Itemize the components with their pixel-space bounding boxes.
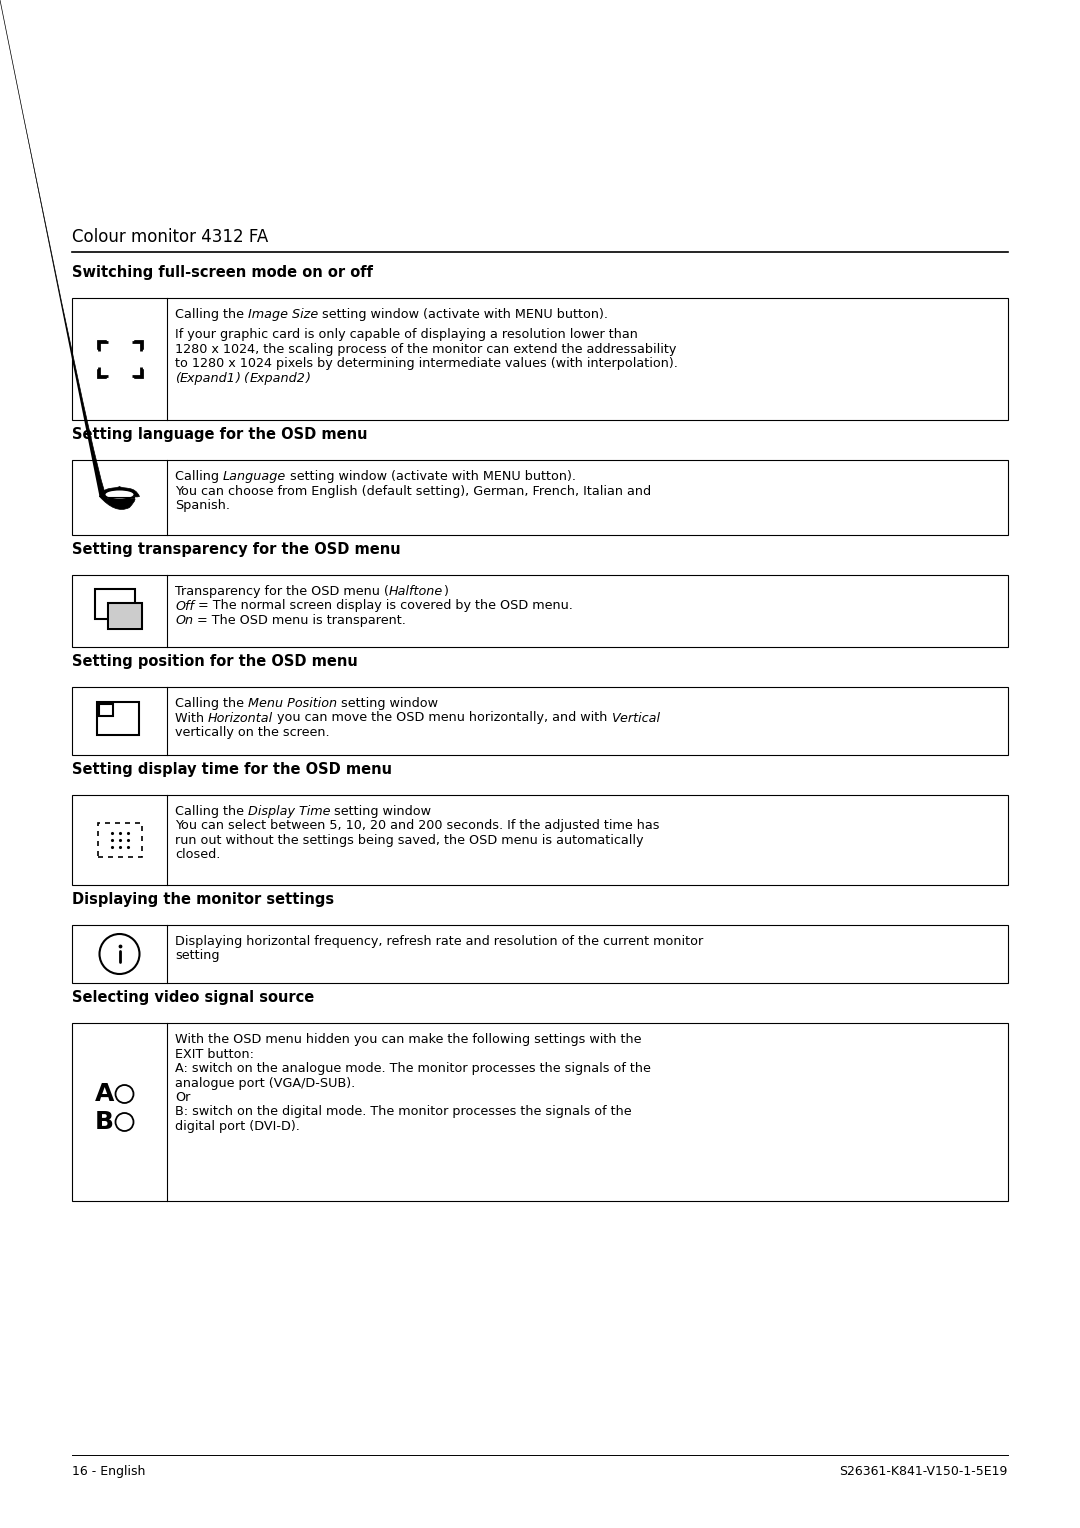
- Text: Menu Position: Menu Position: [248, 697, 337, 711]
- Circle shape: [116, 1085, 134, 1103]
- Text: Spanish.: Spanish.: [175, 500, 230, 512]
- Text: With the OSD menu hidden you can make the following settings with the: With the OSD menu hidden you can make th…: [175, 1033, 642, 1047]
- Text: Horizontal: Horizontal: [208, 712, 273, 724]
- Bar: [72, 795, 1008, 885]
- Text: setting window: setting window: [330, 805, 432, 817]
- Text: setting window (activate with MENU button).: setting window (activate with MENU butto…: [319, 309, 608, 321]
- Text: Or: Or: [175, 1091, 190, 1105]
- Text: to 1280 x 1024 pixels by determining intermediate values (with interpolation).: to 1280 x 1024 pixels by determining int…: [175, 358, 678, 370]
- Text: B: B: [95, 1109, 114, 1134]
- Bar: [96, 701, 138, 735]
- Text: Vertical: Vertical: [611, 712, 660, 724]
- Text: A: A: [95, 1082, 114, 1106]
- Bar: [95, 588, 135, 619]
- Text: On: On: [175, 614, 193, 626]
- PathPatch shape: [99, 486, 139, 497]
- Text: Setting language for the OSD menu: Setting language for the OSD menu: [72, 426, 367, 442]
- Bar: [72, 688, 1008, 755]
- Circle shape: [116, 1112, 134, 1131]
- Text: setting window: setting window: [337, 697, 438, 711]
- Text: With: With: [175, 712, 208, 724]
- Text: setting: setting: [175, 949, 219, 963]
- Text: Colour monitor 4312 FA: Colour monitor 4312 FA: [72, 228, 268, 246]
- Text: Calling the: Calling the: [175, 309, 248, 321]
- Text: B: switch on the digital mode. The monitor processes the signals of the: B: switch on the digital mode. The monit…: [175, 1105, 632, 1118]
- Text: setting window (activate with MENU button).: setting window (activate with MENU butto…: [286, 471, 577, 483]
- Text: closed.: closed.: [175, 848, 220, 862]
- Text: Selecting video signal source: Selecting video signal source: [72, 990, 314, 1005]
- Text: EXIT button:: EXIT button:: [175, 1048, 254, 1060]
- Text: Language: Language: [222, 471, 286, 483]
- Text: = The OSD menu is transparent.: = The OSD menu is transparent.: [193, 614, 406, 626]
- Text: 1280 x 1024, the scaling process of the monitor can extend the addressability: 1280 x 1024, the scaling process of the …: [175, 342, 676, 356]
- Text: If your graphic card is only capable of displaying a resolution lower than: If your graphic card is only capable of …: [175, 329, 638, 341]
- Text: Displaying the monitor settings: Displaying the monitor settings: [72, 892, 334, 908]
- Text: ): ): [443, 585, 448, 597]
- Text: Displaying horizontal frequency, refresh rate and resolution of the current moni: Displaying horizontal frequency, refresh…: [175, 935, 703, 947]
- Text: ) (: ) (: [235, 371, 249, 385]
- Text: Transparency for the OSD menu (: Transparency for the OSD menu (: [175, 585, 389, 597]
- Text: ): ): [306, 371, 311, 385]
- Text: Setting display time for the OSD menu: Setting display time for the OSD menu: [72, 762, 392, 778]
- Text: Switching full-screen mode on or off: Switching full-screen mode on or off: [72, 264, 373, 280]
- Bar: [97, 824, 141, 857]
- Text: Setting transparency for the OSD menu: Setting transparency for the OSD menu: [72, 542, 401, 558]
- Text: Expand1: Expand1: [180, 371, 235, 385]
- Text: digital port (DVI-D).: digital port (DVI-D).: [175, 1120, 300, 1132]
- Text: Off: Off: [175, 599, 194, 613]
- Text: Expand2: Expand2: [249, 371, 306, 385]
- Bar: [72, 298, 1008, 420]
- Bar: [97, 341, 141, 377]
- Text: you can move the OSD menu horizontally, and with: you can move the OSD menu horizontally, …: [273, 712, 611, 724]
- Text: Image Size: Image Size: [248, 309, 319, 321]
- Bar: [72, 460, 1008, 535]
- Text: = The normal screen display is covered by the OSD menu.: = The normal screen display is covered b…: [194, 599, 572, 613]
- Text: Calling: Calling: [175, 471, 222, 483]
- Text: run out without the settings being saved, the OSD menu is automatically: run out without the settings being saved…: [175, 834, 644, 847]
- Text: Calling the: Calling the: [175, 697, 248, 711]
- Text: You can select between 5, 10, 20 and 200 seconds. If the adjusted time has: You can select between 5, 10, 20 and 200…: [175, 819, 660, 833]
- Text: S26361-K841-V150-1-5E19: S26361-K841-V150-1-5E19: [839, 1465, 1008, 1478]
- Bar: [72, 924, 1008, 983]
- Text: You can choose from English (default setting), German, French, Italian and: You can choose from English (default set…: [175, 484, 651, 498]
- Text: vertically on the screen.: vertically on the screen.: [175, 726, 329, 740]
- PathPatch shape: [0, 495, 135, 1528]
- Text: Calling the: Calling the: [175, 805, 248, 817]
- Text: analogue port (VGA/D-SUB).: analogue port (VGA/D-SUB).: [175, 1077, 355, 1089]
- Bar: [98, 703, 112, 715]
- Circle shape: [99, 934, 139, 973]
- Text: Setting position for the OSD menu: Setting position for the OSD menu: [72, 654, 357, 669]
- Bar: [109, 605, 140, 628]
- Text: (: (: [175, 371, 180, 385]
- Bar: [108, 604, 141, 630]
- Bar: [72, 1024, 1008, 1201]
- Bar: [72, 575, 1008, 646]
- Text: 16 - English: 16 - English: [72, 1465, 146, 1478]
- Text: A: switch on the analogue mode. The monitor processes the signals of the: A: switch on the analogue mode. The moni…: [175, 1062, 651, 1076]
- Text: Display Time: Display Time: [248, 805, 330, 817]
- Text: Halftone: Halftone: [389, 585, 443, 597]
- Ellipse shape: [106, 490, 134, 498]
